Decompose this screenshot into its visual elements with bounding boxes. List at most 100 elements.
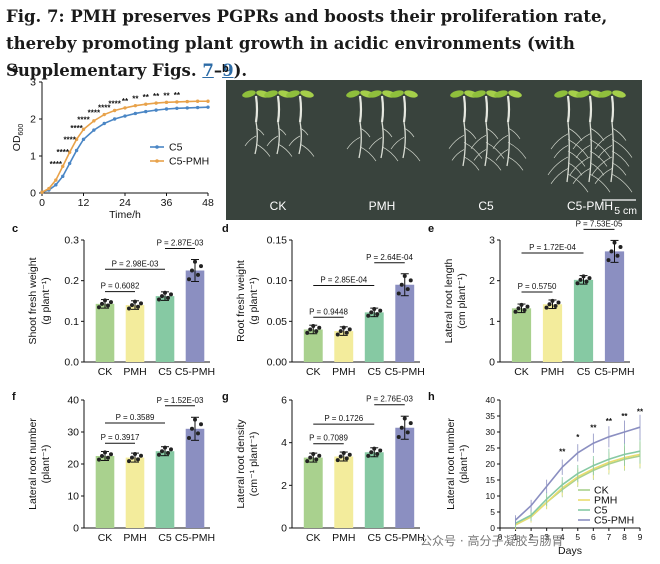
bar-C5-PMH [395, 427, 415, 528]
lateral-root [368, 137, 383, 150]
data-point [133, 452, 137, 457]
legend-marker [155, 159, 159, 163]
lateral-root [485, 127, 499, 139]
y-tick-label: 0.2 [64, 275, 79, 287]
data-point [169, 292, 173, 297]
lateral-root [550, 133, 569, 150]
y-tick-label: 0.00 [267, 357, 288, 369]
stem [380, 95, 385, 123]
lateral-root [507, 127, 521, 139]
data-point [369, 450, 374, 455]
lateral-root [569, 156, 591, 176]
y-tick-label: 25 [486, 443, 496, 453]
bar-C5-PMH [395, 284, 415, 362]
data-point [106, 455, 110, 460]
photo-shade [226, 80, 642, 220]
lateral-root [359, 127, 371, 138]
lateral-root [575, 145, 591, 159]
bar-C5 [364, 312, 384, 362]
stem [254, 95, 259, 123]
data-point [587, 276, 592, 281]
data-point [139, 301, 143, 306]
lateral-root [611, 127, 627, 141]
supp-fig-9-link[interactable]: 9 [222, 61, 234, 80]
main-root [380, 121, 384, 159]
data-point [547, 302, 552, 307]
figure-caption: Fig. 7: PMH preserves PGPRs and boosts t… [6, 3, 656, 84]
data-point [609, 249, 614, 254]
x-tick-label: PMH [332, 366, 355, 378]
lateral-root [567, 173, 589, 193]
x-tick-label: 3 [544, 532, 549, 542]
watermark: 公众号 · 高分子凝胶与肠胃 [420, 534, 564, 548]
y-tick-label: 0.0 [64, 357, 79, 369]
y-tick-label: 0.3 [64, 235, 79, 247]
lateral-root [589, 173, 611, 193]
legend-label: C5 [169, 142, 183, 154]
data-point [154, 108, 158, 112]
data-point [92, 128, 96, 132]
leaf [390, 90, 404, 98]
data-point [47, 186, 51, 191]
x-tick-label: 4 [560, 532, 565, 542]
data-point [366, 313, 371, 318]
data-point [164, 107, 169, 111]
lateral-root [611, 162, 627, 176]
data-point [67, 161, 72, 166]
significance-mark: ** [559, 447, 566, 456]
significance-mark: ** [163, 91, 170, 100]
y-tick-label: 20 [486, 459, 496, 469]
data-point [103, 450, 107, 455]
data-point [139, 453, 143, 458]
x-tick-label: PMH [541, 366, 564, 378]
main-root [402, 121, 406, 159]
panel-letter-e: e [428, 223, 434, 235]
main-root [462, 121, 466, 167]
x-axis-label: Days [558, 545, 582, 557]
data-point [519, 302, 524, 307]
lateral-root [597, 145, 613, 159]
x-tick-label: 6 [591, 532, 596, 542]
lateral-root [277, 143, 293, 157]
y-tick-label: 0 [490, 523, 495, 533]
y-tick-label: 0 [281, 523, 287, 535]
y-tick-label: 0 [73, 523, 79, 535]
x-tick-label: C5 [368, 366, 382, 378]
x-tick-label: 12 [78, 197, 90, 209]
chart-f: 0 10 20 30 40 Lateral root number (plant⁻¹) CK P… [27, 395, 215, 545]
x-axis-label: Time/h [109, 209, 141, 221]
leaf [554, 90, 568, 98]
chart-c: 0.0 0.1 0.2 0.3 Shoot fresh weight (g plant⁻¹… [27, 235, 215, 379]
data-point [314, 329, 319, 334]
photo-background [226, 80, 642, 220]
stem [358, 95, 363, 123]
supp-fig-7-link[interactable]: 7 [202, 61, 214, 80]
bar-C5 [155, 296, 175, 362]
lateral-root [594, 168, 613, 184]
lateral-root [403, 146, 421, 162]
lateral-root [266, 135, 279, 147]
x-tick-label: 1 [513, 532, 518, 542]
data-point [308, 455, 313, 460]
lateral-root [470, 134, 487, 149]
data-point [369, 310, 374, 315]
lateral-root [299, 143, 315, 157]
lateral-root [463, 156, 480, 171]
x-tick-label: C5-PMH [385, 366, 425, 378]
y-axis-label: Lateral root length [443, 259, 455, 344]
photo-label-CK: CK [270, 199, 287, 213]
x-tick-label: PMH [123, 366, 146, 378]
significance-mark: ** [590, 423, 597, 432]
data-point [344, 456, 349, 461]
significance-mark: **** [98, 104, 111, 113]
x-tick-label: CK [306, 532, 321, 544]
legend-label: C5-PMH [594, 515, 634, 527]
data-point [40, 190, 44, 194]
stem [588, 95, 593, 123]
data-point [123, 106, 127, 110]
data-point [144, 102, 148, 106]
data-point [185, 106, 189, 110]
significance-mark: ** [132, 95, 139, 104]
x-tick-label: C5 [158, 532, 172, 544]
